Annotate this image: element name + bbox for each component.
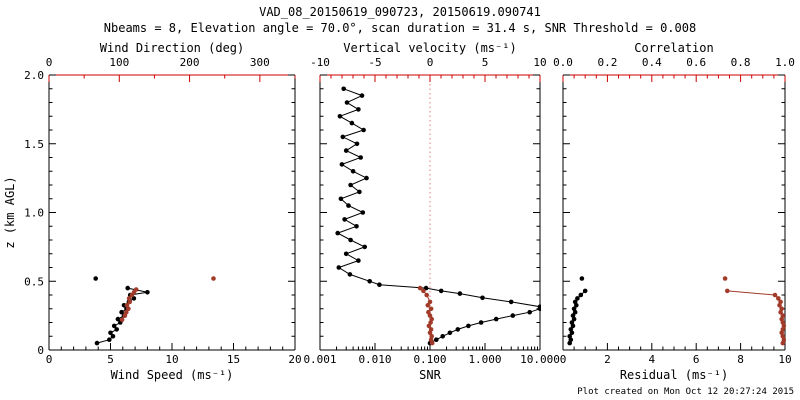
x-top-tick-label: 0.8 xyxy=(731,56,751,69)
x-top-tick-label: 300 xyxy=(250,56,270,69)
x-top-tick-label: -5 xyxy=(368,56,381,69)
panel-residual: 0 2 4 6 8 10 0.0 0.2 0.4 0.6 0.8 1.0 Residual (ms⁻¹)… xyxy=(553,41,795,382)
series-correlation xyxy=(725,288,786,346)
y-tick-label: 1.5 xyxy=(24,138,44,151)
x-bottom-tick-label: 4 xyxy=(648,353,655,366)
x-bottom-tick-label: 8 xyxy=(737,353,744,366)
x-top-tick-label: 0.2 xyxy=(597,56,617,69)
x-bottom-tick-label: 10 xyxy=(778,353,791,366)
y-tick-label: 2.0 xyxy=(24,69,44,82)
series-wind-speed xyxy=(94,285,150,346)
series-residual-isolated xyxy=(579,276,585,281)
x-bottom-tick-label: 0 xyxy=(560,353,567,366)
x-top-tick-label: 1.0 xyxy=(775,56,795,69)
series-wind-direction-isolated xyxy=(211,276,216,281)
series-wind-direction xyxy=(119,287,139,323)
x-top-tick-label: -10 xyxy=(310,56,330,69)
x-bottom-tick-label: 0.010 xyxy=(358,353,391,366)
x-top-tick-label: 10 xyxy=(533,56,546,69)
plot-subtitle: Nbeams = 8, Elevation angle = 70.0°, sca… xyxy=(103,21,697,35)
y-tick-label: 1.0 xyxy=(24,207,44,220)
creation-timestamp: Plot created on Mon Oct 12 20:27:24 2015 xyxy=(577,387,794,397)
y-tick-label: 0 xyxy=(37,344,44,357)
x-bottom-tick-label: 1.000 xyxy=(468,353,501,366)
x-top-tick-label: 0 xyxy=(427,56,434,69)
series-vertical-velocity xyxy=(417,285,435,346)
x-bottom-axis-title: Wind Speed (ms⁻¹) xyxy=(111,368,234,382)
series-residual xyxy=(567,288,588,346)
series-correlation-isolated xyxy=(722,276,728,281)
x-top-tick-label: 0.0 xyxy=(553,56,573,69)
x-top-tick-label: 5 xyxy=(482,56,489,69)
x-top-tick-label: 0 xyxy=(46,56,53,69)
x-bottom-tick-label: 15 xyxy=(227,353,240,366)
x-bottom-axis-title: Residual (ms⁻¹) xyxy=(620,368,728,382)
x-bottom-tick-label: 0.001 xyxy=(303,353,336,366)
x-top-tick-label: 0.4 xyxy=(642,56,662,69)
x-bottom-tick-label: 10.000 xyxy=(520,353,560,366)
x-bottom-tick-label: 2 xyxy=(604,353,611,366)
series-snr-profile xyxy=(335,86,541,346)
series-wind-speed-isolated xyxy=(93,276,98,281)
x-top-axis-title: Wind Direction (deg) xyxy=(100,41,245,55)
plot-title: VAD_08_20150619_090723, 20150619.090741 xyxy=(259,5,541,19)
x-bottom-tick-label: 6 xyxy=(693,353,700,366)
y-axis-title: z (km AGL) xyxy=(3,176,17,248)
x-top-tick-label: 100 xyxy=(109,56,129,69)
y-tick-label: 0.5 xyxy=(24,275,44,288)
x-top-tick-label: 200 xyxy=(180,56,200,69)
x-bottom-tick-label: 5 xyxy=(107,353,114,366)
x-bottom-tick-label: 20 xyxy=(288,353,301,366)
x-top-axis-title: Correlation xyxy=(634,41,713,55)
x-bottom-axis-title: SNR xyxy=(419,368,441,382)
panel-snr: 0.001 0.010 0.100 1.000 10.000 -10 -5 0 5 10 SNR Ve… xyxy=(303,41,559,382)
x-bottom-tick-label: 0.100 xyxy=(413,353,446,366)
x-bottom-tick-label: 10 xyxy=(165,353,178,366)
x-top-tick-label: 0.6 xyxy=(686,56,706,69)
x-top-axis-title: Vertical velocity (ms⁻¹) xyxy=(343,41,516,55)
x-bottom-tick-label: 0 xyxy=(46,353,53,366)
